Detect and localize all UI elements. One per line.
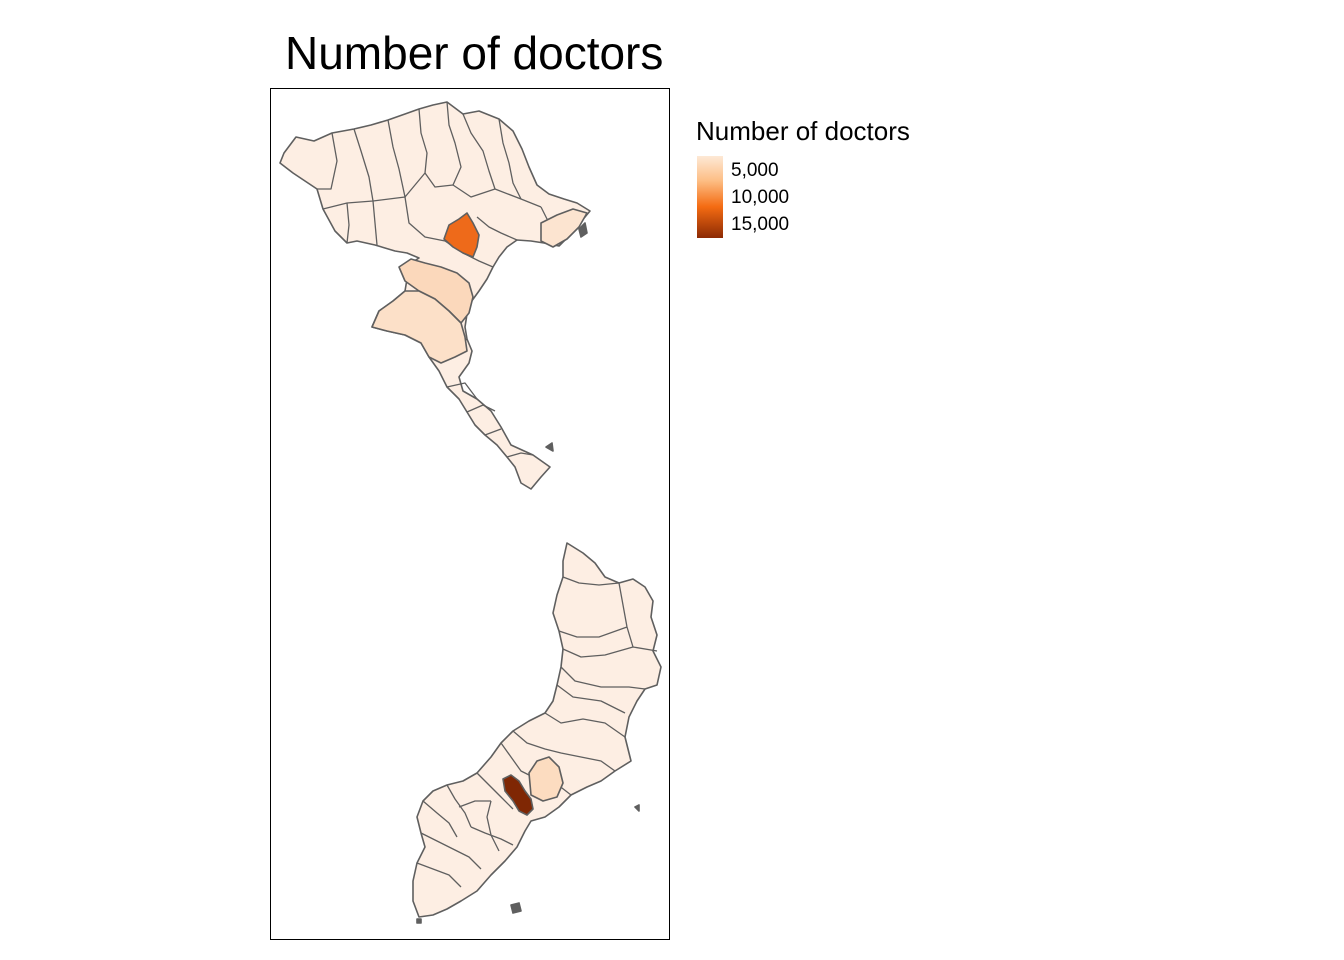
legend-label-10000: 10,000 bbox=[731, 187, 790, 208]
region-quang-ninh-coast[interactable] bbox=[540, 208, 588, 248]
island-south-3 bbox=[416, 918, 422, 924]
island-north-2 bbox=[545, 442, 554, 452]
legend-label-15000: 15,000 bbox=[731, 214, 790, 235]
island-north bbox=[578, 222, 588, 238]
region-dong-nai[interactable] bbox=[528, 756, 564, 802]
region-nghe-an[interactable] bbox=[371, 290, 468, 364]
legend-color-bar bbox=[697, 156, 723, 238]
legend: Number of doctors 5,000 10,000 15,000 bbox=[696, 116, 910, 238]
legend-title: Number of doctors bbox=[696, 116, 910, 146]
island-south-2 bbox=[510, 902, 522, 914]
choropleth-map bbox=[279, 101, 662, 924]
island-south-1 bbox=[634, 804, 640, 812]
region-hanoi[interactable] bbox=[443, 212, 480, 258]
region-south[interactable] bbox=[412, 542, 662, 918]
map-title: Number of doctors bbox=[285, 27, 664, 79]
region-ho-chi-minh-city[interactable] bbox=[502, 774, 534, 816]
legend-label-5000: 5,000 bbox=[731, 160, 779, 181]
map-panel bbox=[270, 88, 670, 940]
